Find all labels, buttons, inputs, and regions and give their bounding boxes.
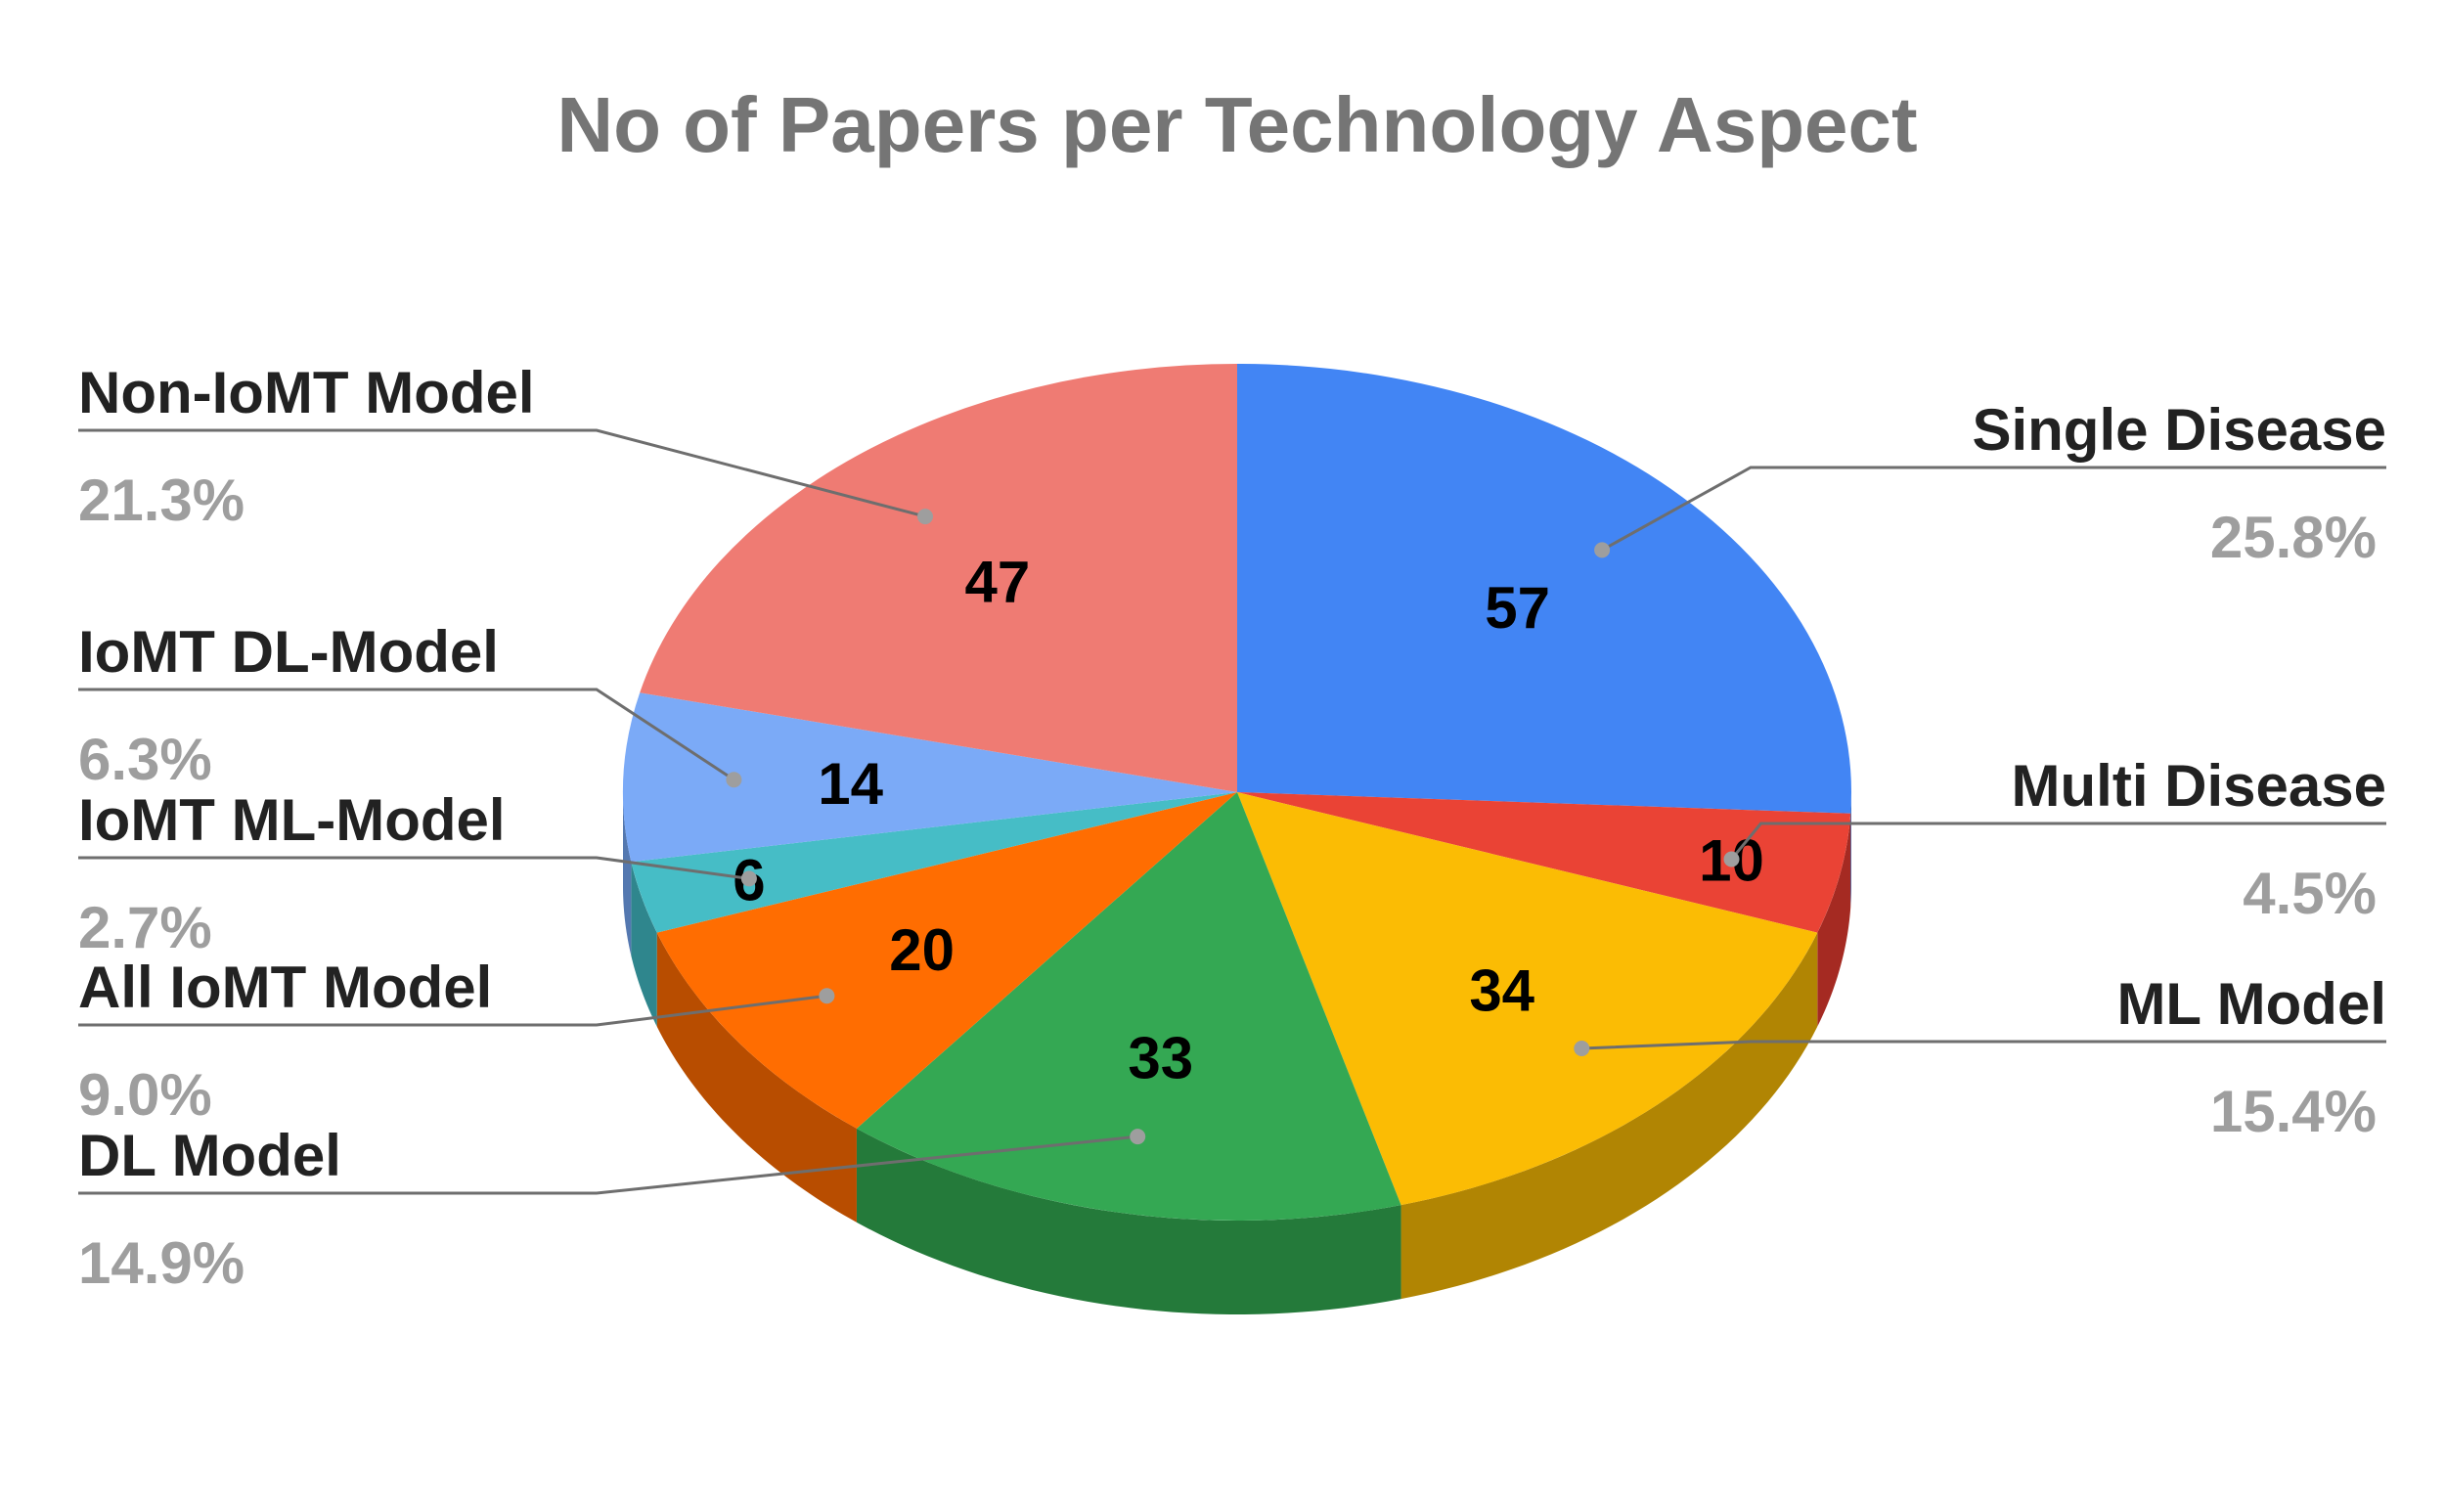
pie-slice-multi-disease[interactable] — [1237, 792, 1851, 933]
leader-line — [78, 428, 926, 518]
pie-side-multi-disease — [1817, 813, 1851, 1027]
category-label: IoMT ML-Model — [78, 787, 506, 853]
percent-label: 6.3% — [78, 727, 212, 792]
pie-side-iomt-ml-model — [631, 862, 657, 1027]
callout-dl-model: DL Model 14.9% — [78, 1123, 1146, 1296]
pie-slice-single-disease[interactable] — [1237, 364, 1851, 814]
chart-title: No of Papers per Technology Aspect — [556, 81, 1917, 168]
leader-dot — [1130, 1129, 1146, 1145]
callout-multi-disease: Multi Disease 4.5% — [1723, 753, 2386, 926]
callout-ml-model: ML Model 15.4% — [1574, 971, 2386, 1144]
leader-line — [1581, 1040, 2386, 1050]
leader-dot — [726, 772, 742, 788]
percent-label: 9.0% — [78, 1062, 212, 1128]
category-label: Non-IoMT Model — [78, 360, 535, 425]
percent-label: 14.9% — [78, 1230, 244, 1296]
pie-slice-dl-model[interactable] — [856, 792, 1401, 1221]
percent-label: 4.5% — [2243, 861, 2377, 926]
leader-line — [78, 688, 735, 781]
leader-line — [78, 994, 827, 1027]
callout-all-iomt-model: All IoMT Model 9.0% — [78, 955, 835, 1128]
pie-side-dl-model — [856, 1128, 1401, 1314]
callout-non-iomt-model: Non-IoMT Model 21.3% — [78, 360, 933, 533]
category-label: ML Model — [2116, 971, 2386, 1037]
pie-side-all-iomt-model — [656, 932, 857, 1223]
category-label: Multi Disease — [2012, 753, 2386, 819]
pie-side-ml-model — [1400, 932, 1818, 1300]
slice-value-label: 33 — [1128, 1026, 1193, 1091]
leader-dot — [1594, 542, 1611, 558]
category-label: IoMT DL-Model — [78, 619, 499, 685]
callout-single-disease: Single Disease 25.8% — [1594, 397, 2386, 570]
category-label: Single Disease — [1972, 397, 2386, 463]
pie-slice-iomt-ml-model[interactable] — [631, 792, 1237, 933]
pie-side-iomt-dl-model — [623, 792, 632, 956]
callout-layer: Single Disease 25.8% Multi Disease 4.5% ML M… — [78, 360, 2386, 1296]
slice-value-label: 14 — [818, 751, 883, 817]
percent-label: 15.4% — [2210, 1079, 2377, 1144]
slice-value-label: 34 — [1469, 957, 1534, 1023]
pie-top-layer — [623, 364, 1851, 1221]
pie-side-layer — [623, 792, 1851, 1314]
callout-iomt-dl-model: IoMT DL-Model 6.3% — [78, 619, 742, 792]
leader-dot — [1723, 851, 1740, 867]
leader-dot — [819, 988, 835, 1004]
pie-slice-all-iomt-model[interactable] — [656, 792, 1237, 1129]
category-label: All IoMT Model — [78, 955, 492, 1020]
percent-label: 25.8% — [2210, 505, 2377, 570]
callout-iomt-ml-model: IoMT ML-Model 2.7% — [78, 787, 757, 960]
percent-label: 2.7% — [78, 895, 212, 960]
leader-line — [1601, 466, 2386, 552]
leader-line — [78, 856, 750, 880]
slice-value-layer: 571034332061447 — [733, 549, 1764, 1090]
leader-dot — [740, 870, 757, 887]
pie-side-single-disease — [1850, 792, 1851, 908]
leader-line — [1730, 822, 2386, 861]
leader-dot — [1574, 1041, 1590, 1056]
percent-label: 21.3% — [78, 467, 244, 533]
pie-slice-non-iomt-model[interactable] — [640, 364, 1237, 792]
slice-value-label: 47 — [965, 549, 1031, 614]
leader-line — [78, 1134, 1138, 1195]
slice-value-label: 57 — [1485, 575, 1550, 641]
slice-value-label: 20 — [889, 917, 955, 983]
pie-slice-ml-model[interactable] — [1237, 792, 1818, 1206]
leader-dot — [917, 509, 933, 525]
pie-slice-iomt-dl-model[interactable] — [623, 692, 1237, 863]
category-label: DL Model — [78, 1123, 341, 1188]
